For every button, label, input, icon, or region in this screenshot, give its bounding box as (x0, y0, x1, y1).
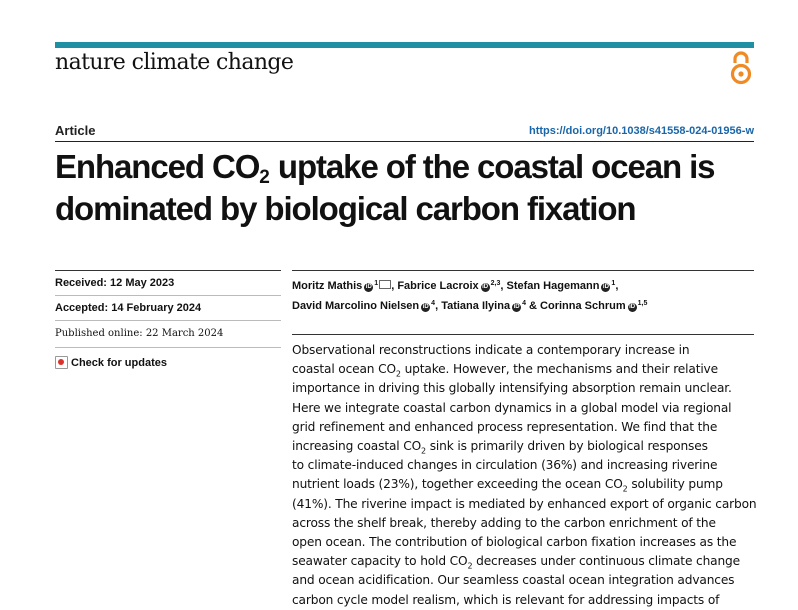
journal-accent-bar (55, 42, 754, 48)
open-access-icon (730, 51, 752, 85)
author-name[interactable]: David Marcolino Nielsen (292, 300, 420, 312)
orcid-icon[interactable]: iD (601, 283, 611, 292)
abstract-line: seawater capacity to hold CO2 decreases … (292, 554, 740, 571)
article-type: Article (55, 123, 96, 138)
published-date: Published online: 22 March 2024 (55, 328, 224, 339)
author-name[interactable]: Tatiana Ilyina (441, 300, 511, 312)
abstract-line: Observational reconstructions indicate a… (292, 343, 690, 357)
orcid-icon[interactable]: iD (512, 303, 522, 312)
abstract-line: coastal ocean CO2 uptake. However, the m… (292, 362, 718, 379)
article-title: Enhanced CO2 uptake of the coastal ocean… (55, 148, 716, 227)
meta-divider (55, 320, 281, 321)
abstract-line: carbon cycle model realism, which is rel… (292, 592, 720, 607)
title-divider (55, 141, 754, 142)
doi-link[interactable]: https://doi.org/10.1038/s41558-024-01956… (529, 125, 754, 137)
author-name[interactable]: Moritz Mathis (292, 280, 363, 292)
orcid-icon[interactable]: iD (627, 303, 637, 312)
received-date: Received: 12 May 2023 (55, 277, 175, 289)
journal-name[interactable]: nature climate change (55, 50, 294, 75)
orcid-icon[interactable]: iD (421, 303, 431, 312)
abstract-line: nutrient loads (23%), together exceeding… (292, 477, 723, 494)
abstract-line: to climate-induced changes in circulatio… (292, 458, 718, 473)
abstract-line: across the shelf break, thereby adding t… (292, 515, 716, 530)
accepted-date: Accepted: 14 February 2024 (55, 302, 202, 314)
abstract-line: importance in driving this globally inte… (292, 381, 732, 396)
authors-divider (292, 270, 754, 271)
dates-divider (55, 270, 281, 271)
email-icon[interactable] (379, 280, 392, 289)
abstract-line: grid refinement and enhanced process rep… (292, 419, 718, 434)
abstract-line: (41%). The riverine impact is mediated b… (292, 496, 757, 511)
orcid-icon[interactable]: iD (364, 283, 374, 292)
orcid-icon[interactable]: iD (480, 283, 490, 292)
abstract: Observational reconstructions indicate a… (292, 341, 757, 610)
author-name[interactable]: Fabrice Lacroix (397, 280, 479, 292)
author-list: Moritz Mathis iD 1, Fabrice Lacroix iD 2,3, … (292, 280, 648, 312)
abstract-line: Here we integrate coastal carbon dynamic… (292, 400, 732, 415)
check-for-updates-button[interactable]: Check for updates (55, 356, 167, 369)
abstract-line: and ocean acidification. Our seamless co… (292, 573, 735, 588)
meta-divider (55, 295, 281, 296)
check-updates-icon (55, 356, 68, 369)
author-name[interactable]: Corinna Schrum (540, 300, 626, 312)
author-name[interactable]: Stefan Hagemann (506, 280, 600, 292)
abstract-line: increasing coastal CO2 sink is primarily… (292, 439, 708, 456)
abstract-divider (292, 334, 754, 335)
abstract-line: open ocean. The contribution of biologic… (292, 535, 737, 550)
meta-divider (55, 347, 281, 348)
